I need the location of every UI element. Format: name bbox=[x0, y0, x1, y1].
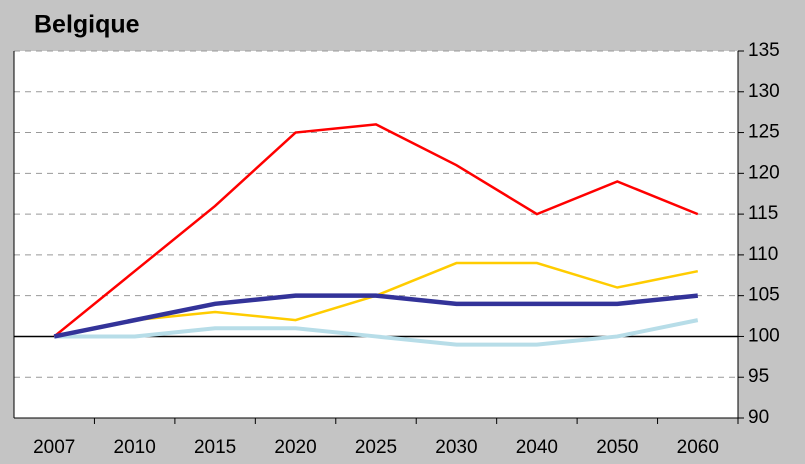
y-tick-label: 95 bbox=[748, 366, 769, 387]
y-tick-label: 90 bbox=[748, 407, 769, 428]
x-tick-label: 2020 bbox=[274, 437, 316, 458]
y-tick-label: 105 bbox=[748, 285, 780, 306]
y-tick-label: 100 bbox=[748, 325, 780, 346]
y-tick-label: 120 bbox=[748, 162, 780, 183]
x-tick-label: 2030 bbox=[435, 437, 477, 458]
x-tick-label: 2015 bbox=[194, 437, 236, 458]
y-tick-label: 130 bbox=[748, 81, 780, 102]
y-tick-label: 110 bbox=[748, 244, 778, 265]
series-line bbox=[53, 293, 699, 339]
y-tick-label: 135 bbox=[748, 40, 780, 61]
y-tick-label: 115 bbox=[748, 203, 778, 224]
chart-title: Belgique bbox=[34, 11, 140, 39]
series-line bbox=[54, 318, 699, 347]
x-tick-label: 2010 bbox=[114, 437, 156, 458]
y-tick-label: 125 bbox=[748, 122, 780, 143]
series-line bbox=[53, 123, 699, 338]
plot-area bbox=[14, 51, 738, 418]
x-tick-label: 2025 bbox=[355, 437, 397, 458]
x-tick-label: 2040 bbox=[516, 437, 558, 458]
x-tick-label: 2060 bbox=[677, 437, 719, 458]
x-tick-label: 2007 bbox=[33, 437, 75, 458]
x-tick-label: 2050 bbox=[596, 437, 638, 458]
